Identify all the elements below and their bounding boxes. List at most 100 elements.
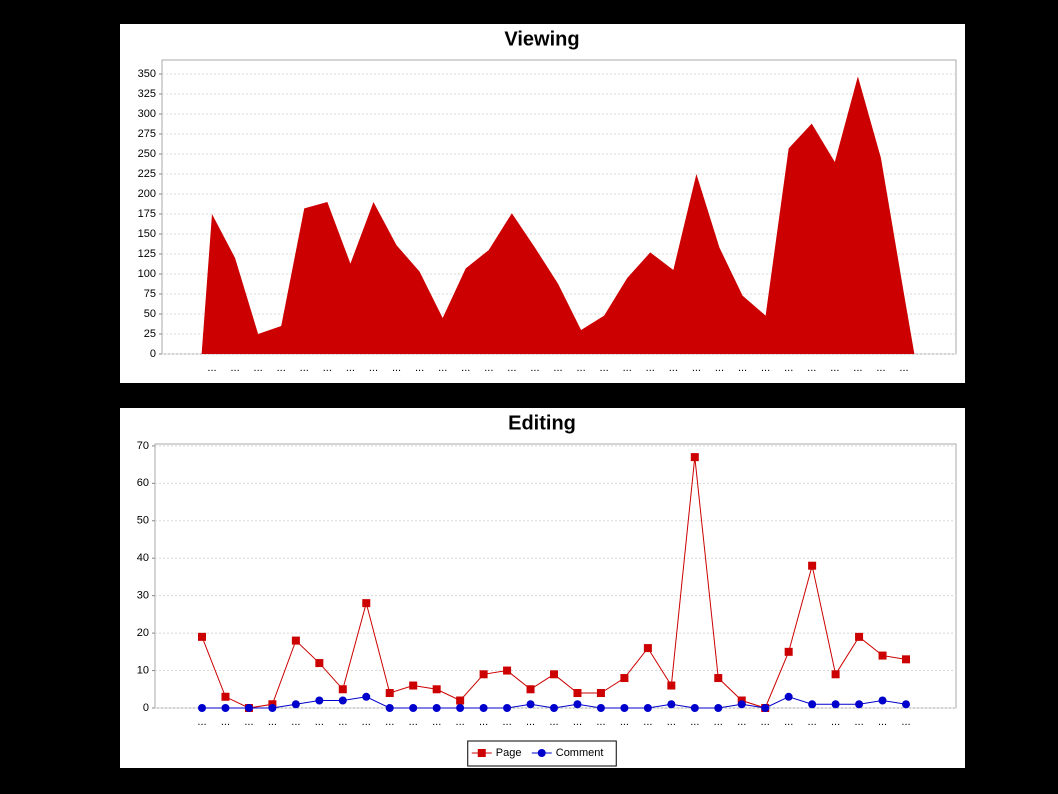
marker bbox=[526, 685, 535, 694]
marker bbox=[221, 692, 230, 701]
marker bbox=[338, 685, 347, 694]
x-tick-label: ... bbox=[385, 716, 394, 728]
y-tick-label: 50 bbox=[144, 308, 156, 320]
marker bbox=[573, 700, 582, 709]
y-tick-label: 70 bbox=[137, 440, 149, 452]
x-tick-label: ... bbox=[737, 716, 746, 728]
marker bbox=[479, 670, 488, 679]
x-tick-label: ... bbox=[667, 716, 676, 728]
marker bbox=[432, 685, 441, 694]
x-tick-label: ... bbox=[530, 362, 539, 374]
y-tick-label: 350 bbox=[138, 68, 156, 80]
marker bbox=[573, 689, 582, 698]
marker bbox=[244, 704, 253, 712]
x-tick-label: ... bbox=[761, 716, 770, 728]
x-tick-label: ... bbox=[432, 716, 441, 728]
marker bbox=[667, 681, 676, 690]
y-tick-label: 275 bbox=[138, 128, 156, 140]
marker bbox=[432, 704, 441, 712]
x-tick-label: ... bbox=[291, 716, 300, 728]
legend-marker bbox=[477, 749, 486, 757]
marker bbox=[385, 704, 394, 712]
x-tick-label: ... bbox=[207, 362, 216, 374]
x-tick-label: ... bbox=[300, 362, 309, 374]
x-tick-label: ... bbox=[415, 362, 424, 374]
marker bbox=[291, 700, 300, 709]
x-tick-label: ... bbox=[715, 362, 724, 374]
marker bbox=[643, 704, 652, 712]
x-tick-label: ... bbox=[854, 716, 863, 728]
x-tick-label: ... bbox=[479, 716, 488, 728]
x-tick-label: ... bbox=[254, 362, 263, 374]
x-tick-label: ... bbox=[369, 362, 378, 374]
marker bbox=[855, 700, 864, 709]
marker bbox=[456, 696, 465, 705]
x-tick-label: ... bbox=[573, 716, 582, 728]
marker bbox=[831, 670, 840, 679]
x-tick-label: ... bbox=[197, 716, 206, 728]
marker bbox=[550, 670, 558, 679]
y-tick-label: 200 bbox=[138, 188, 156, 200]
marker bbox=[221, 704, 230, 712]
x-tick-label: ... bbox=[576, 362, 585, 374]
x-tick-label: ... bbox=[784, 362, 793, 374]
marker bbox=[667, 700, 676, 709]
x-tick-label: ... bbox=[596, 716, 605, 728]
x-tick-label: ... bbox=[669, 362, 678, 374]
y-tick-label: 60 bbox=[137, 477, 149, 489]
legend-label: Page bbox=[496, 747, 522, 759]
marker bbox=[714, 674, 723, 683]
marker bbox=[315, 659, 324, 668]
area bbox=[201, 76, 915, 355]
x-tick-label: ... bbox=[323, 362, 332, 374]
x-tick-label: ... bbox=[831, 716, 840, 728]
y-tick-label: 50 bbox=[137, 515, 149, 527]
y-tick-label: 10 bbox=[137, 664, 149, 676]
x-tick-label: ... bbox=[230, 362, 239, 374]
x-tick-label: ... bbox=[643, 716, 652, 728]
x-tick-label: ... bbox=[362, 716, 371, 728]
chart-title: Viewing bbox=[504, 28, 579, 50]
marker bbox=[456, 704, 465, 712]
x-tick-label: ... bbox=[738, 362, 747, 374]
marker bbox=[737, 700, 746, 709]
marker bbox=[690, 453, 699, 462]
x-tick-label: ... bbox=[338, 716, 347, 728]
marker bbox=[503, 704, 512, 712]
x-tick-label: ... bbox=[315, 716, 324, 728]
marker bbox=[690, 704, 699, 712]
x-tick-label: ... bbox=[690, 716, 699, 728]
x-tick-label: ... bbox=[526, 716, 535, 728]
marker bbox=[620, 704, 629, 712]
x-tick-label: ... bbox=[549, 716, 558, 728]
x-tick-label: ... bbox=[646, 362, 655, 374]
marker bbox=[714, 704, 723, 712]
x-tick-label: ... bbox=[507, 362, 516, 374]
x-tick-label: ... bbox=[392, 362, 401, 374]
marker bbox=[808, 561, 817, 570]
y-tick-label: 250 bbox=[138, 148, 156, 160]
x-tick-label: ... bbox=[876, 362, 885, 374]
y-tick-label: 75 bbox=[144, 288, 156, 300]
plot-area bbox=[154, 443, 957, 709]
x-tick-label: ... bbox=[409, 716, 418, 728]
x-tick-label: ... bbox=[461, 362, 470, 374]
y-tick-label: 20 bbox=[137, 627, 149, 639]
x-tick-label: ... bbox=[277, 362, 286, 374]
marker bbox=[409, 704, 418, 712]
marker bbox=[291, 636, 300, 645]
y-tick-label: 300 bbox=[138, 108, 156, 120]
marker bbox=[784, 647, 793, 656]
marker bbox=[503, 666, 512, 675]
y-tick-label: 25 bbox=[144, 328, 156, 340]
x-tick-label: ... bbox=[807, 362, 816, 374]
x-tick-label: ... bbox=[878, 716, 887, 728]
marker bbox=[620, 674, 629, 683]
marker bbox=[761, 704, 770, 712]
x-tick-label: ... bbox=[268, 716, 277, 728]
marker bbox=[902, 700, 910, 709]
y-tick-label: 30 bbox=[137, 590, 149, 602]
marker bbox=[596, 704, 605, 712]
marker bbox=[268, 704, 277, 712]
